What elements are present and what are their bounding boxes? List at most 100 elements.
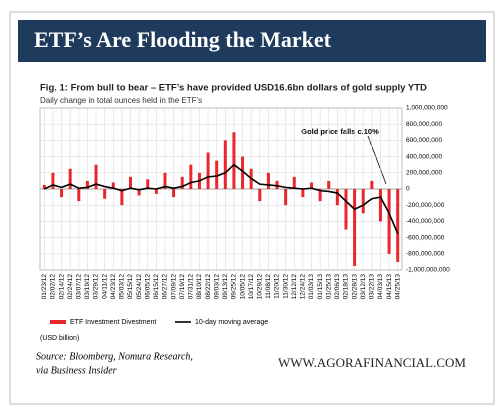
bar: [301, 189, 305, 198]
moving-average-line: [43, 163, 399, 234]
x-tick-label: 05/03/12: [119, 274, 126, 300]
bar: [275, 180, 279, 189]
x-tick-label: 01/15/13: [317, 274, 324, 300]
y-tick-label: 400,000,000: [406, 153, 443, 160]
bar: [378, 189, 382, 222]
x-tick-label: 09/13/12: [222, 274, 229, 300]
bar: [129, 176, 132, 189]
bar: [85, 180, 89, 189]
bar: [163, 172, 167, 189]
x-tick-label: 11/08/12: [265, 274, 272, 299]
note: (USD billion): [40, 335, 79, 342]
x-tick-label: 02/18/13: [343, 274, 350, 300]
y-tick-label: -600,000,000: [406, 234, 445, 241]
x-tick-label: 02/06/13: [334, 274, 341, 300]
y-tick-label: -1,000,000,000: [406, 267, 450, 274]
bar: [370, 180, 374, 189]
x-tick-label: 11/30/12: [282, 274, 289, 299]
bar: [180, 176, 184, 189]
x-tick-label: 12/12/12: [291, 274, 298, 300]
bar: [353, 189, 357, 266]
annotation: Gold price falls c.10%: [301, 127, 379, 136]
bar: [68, 168, 72, 189]
x-tick-label: 02/28/13: [351, 274, 358, 300]
bar: [154, 189, 158, 194]
x-tick-label: 09/03/12: [213, 274, 220, 300]
x-tick-label: 03/29/12: [93, 274, 100, 300]
frame: [9, 11, 495, 405]
chart-title: Fig. 1: From bull to bear – ETF’s have p…: [40, 83, 427, 94]
site-url: WWW.AGORAFINANCIAL.COM: [278, 355, 466, 370]
y-tick-label: 800,000,000: [406, 121, 443, 128]
x-tick-label: 01/23/12: [41, 274, 48, 300]
x-tick-label: 04/03/13: [377, 274, 384, 300]
bar: [258, 189, 262, 202]
bar: [60, 189, 64, 198]
x-tick-label: 04/25/13: [394, 274, 401, 300]
bar: [232, 132, 236, 189]
x-tick-label: 10/29/12: [257, 274, 264, 300]
bar: [51, 172, 55, 189]
source-line: Source: Bloomberg, Nomura Research,: [36, 351, 193, 362]
y-tick-label: 200,000,000: [406, 170, 443, 177]
x-tick-label: 07/31/12: [188, 274, 195, 300]
x-tick-label: 10/17/12: [248, 274, 255, 300]
bar: [111, 182, 115, 189]
x-tick-label: 01/03/13: [308, 274, 315, 300]
x-tick-label: 08/10/12: [196, 274, 203, 300]
x-tick-label: 07/09/12: [170, 274, 177, 300]
x-tick-label: 03/19/12: [84, 274, 91, 300]
x-tick-label: 04/23/12: [110, 274, 117, 300]
x-tick-label: 03/07/12: [76, 274, 83, 300]
y-tick-label: -800,000,000: [406, 251, 445, 258]
x-tick-label: 09/25/12: [231, 274, 238, 300]
source-line: via Business Insider: [36, 365, 117, 376]
bar: [327, 180, 331, 189]
bar: [387, 189, 391, 254]
bar: [344, 189, 348, 230]
x-tick-label: 06/15/12: [153, 274, 160, 300]
legend-swatch: [50, 320, 66, 324]
header-bar: [18, 20, 486, 62]
y-tick-label: 0: [406, 186, 410, 193]
x-tick-label: 05/15/12: [127, 274, 134, 300]
bar: [42, 184, 46, 189]
x-tick-label: 02/14/12: [58, 274, 65, 300]
x-tick-label: 06/05/12: [144, 274, 151, 300]
legend-label: 10-day moving average: [195, 319, 268, 326]
bar: [292, 176, 296, 189]
x-tick-label: 03/12/13: [360, 274, 367, 300]
bar: [120, 189, 124, 206]
y-tick-label: -200,000,000: [406, 202, 445, 209]
header-title: ETF’s Are Flooding the Market: [34, 27, 332, 52]
bar: [206, 152, 210, 189]
chart-subtitle: Daily change in total ounces held in the…: [40, 96, 202, 105]
y-tick-label: -400,000,000: [406, 218, 445, 225]
bar: [223, 140, 227, 189]
bar: [94, 164, 98, 189]
y-tick-label: 600,000,000: [406, 137, 443, 144]
x-tick-label: 04/15/13: [386, 274, 393, 300]
bar: [215, 160, 219, 189]
x-tick-label: 02/24/12: [67, 274, 74, 300]
bar: [146, 179, 150, 189]
bar: [77, 189, 81, 202]
bar: [266, 172, 270, 189]
x-tick-label: 07/19/12: [179, 274, 186, 300]
x-tick-label: 05/24/12: [136, 274, 143, 300]
annotation-arrow: [367, 135, 387, 185]
legend-label: ETF Investment Divestment: [70, 319, 156, 326]
x-tick-label: 08/22/12: [205, 274, 212, 300]
bar: [361, 189, 365, 214]
x-tick-label: 01/25/13: [325, 274, 332, 300]
bar: [318, 189, 322, 202]
bar: [137, 189, 141, 196]
x-tick-label: 12/24/12: [300, 274, 307, 300]
x-tick-label: 04/11/12: [101, 274, 108, 299]
bar: [172, 189, 176, 198]
bar: [335, 189, 339, 206]
x-tick-label: 11/20/12: [274, 274, 281, 299]
y-tick-label: 1,000,000,000: [406, 105, 448, 112]
x-tick-label: 03/22/13: [369, 274, 376, 300]
